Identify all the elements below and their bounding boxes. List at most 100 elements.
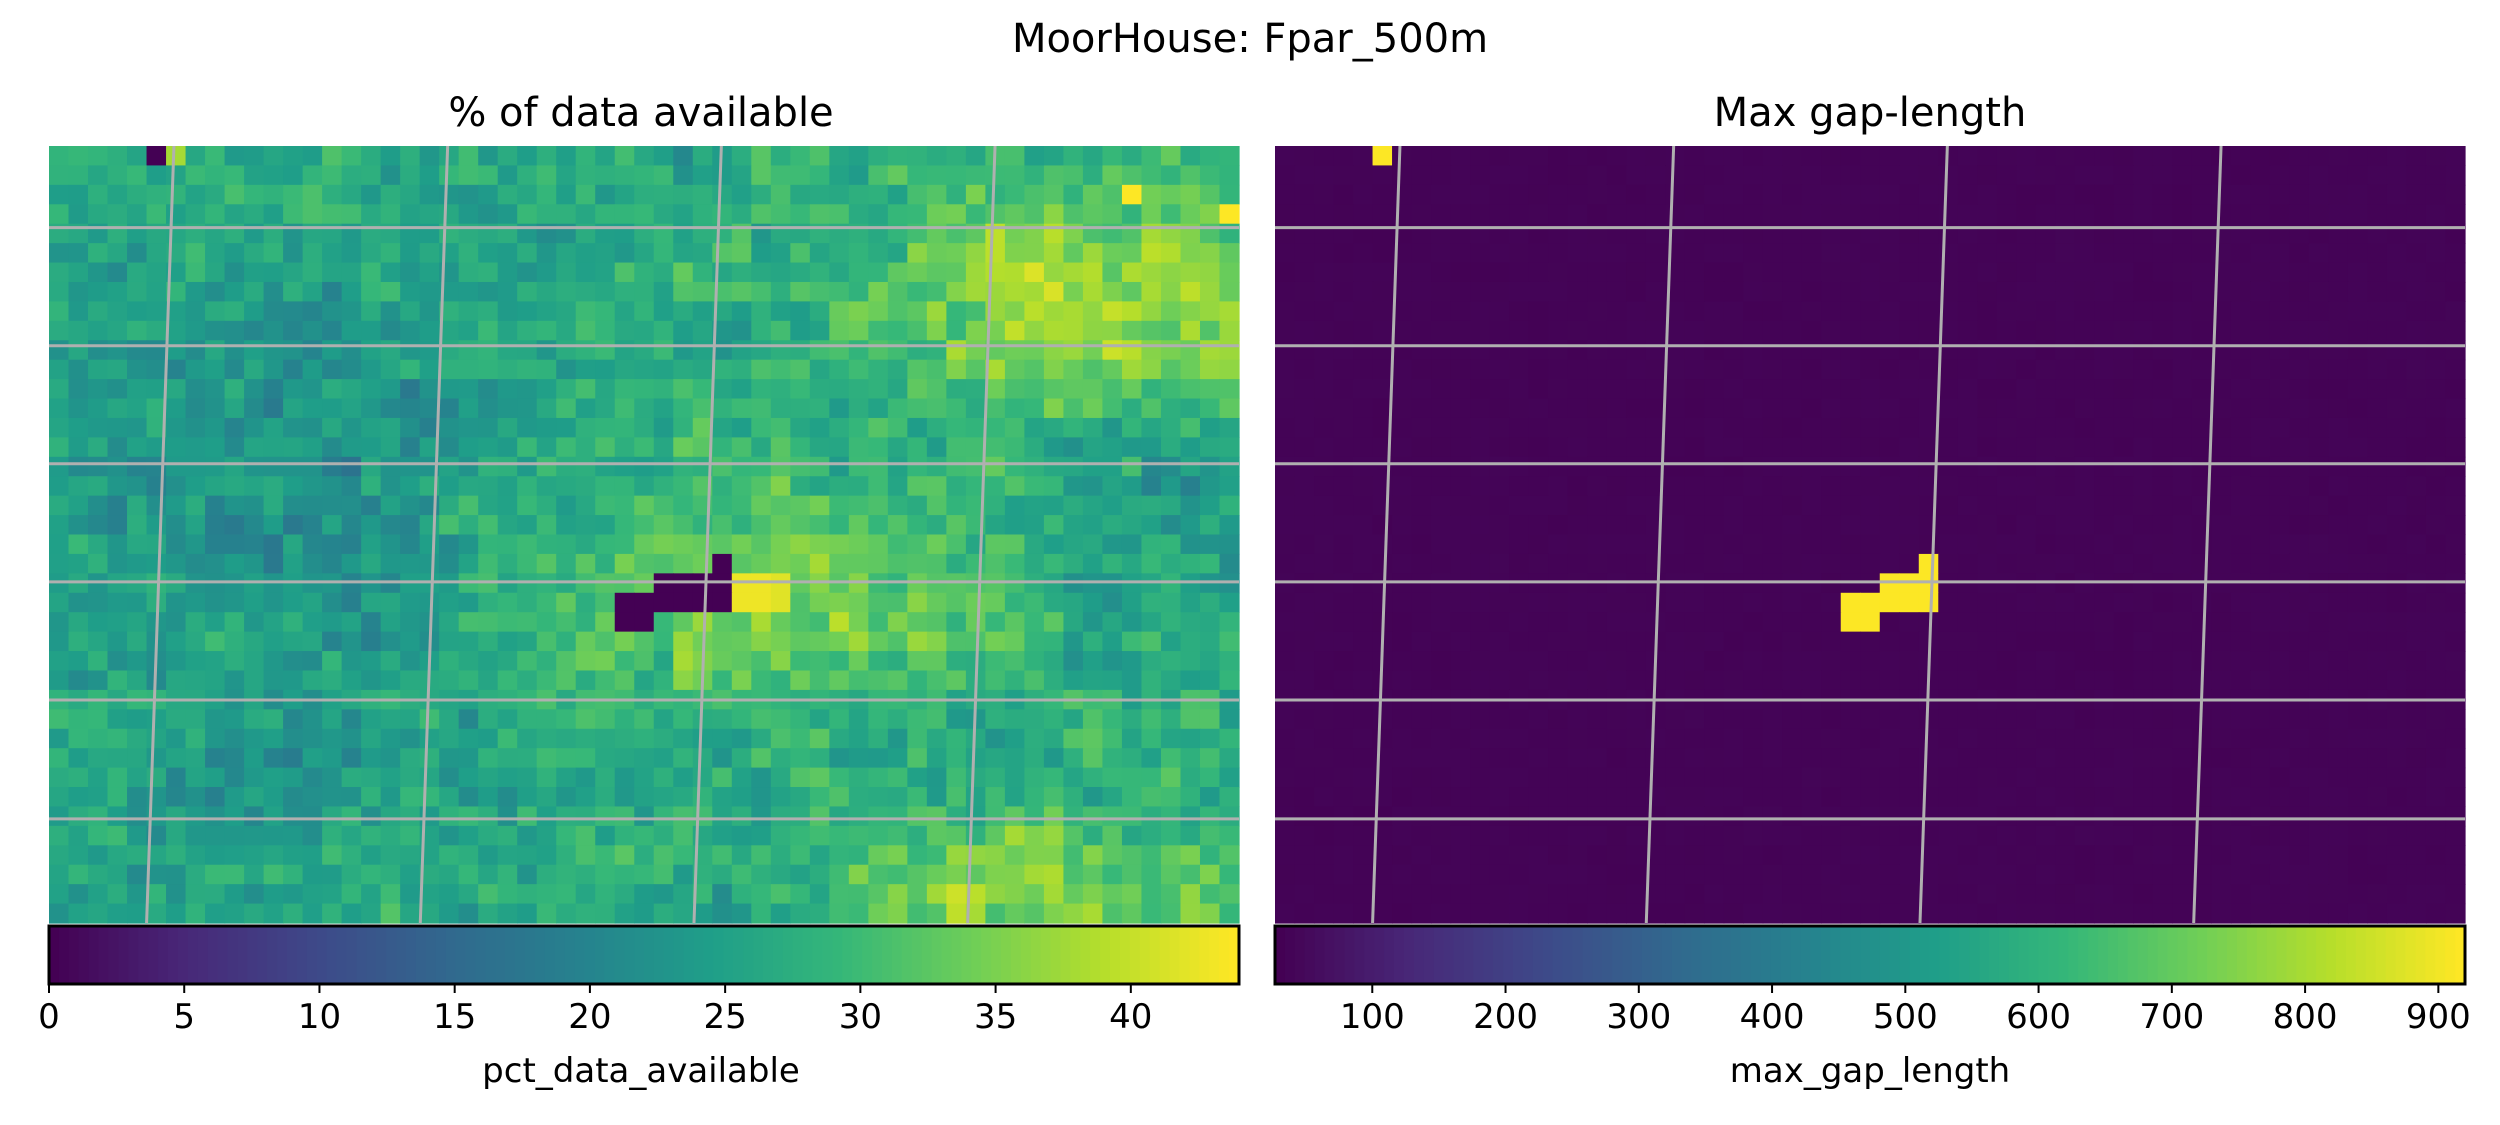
heatmap-cell [946,864,967,885]
heatmap-cell [770,592,791,613]
heatmap-cell [985,903,1006,924]
heatmap-cell [2172,748,2193,769]
heatmap-cell [1879,495,1900,516]
heatmap-cell [400,476,421,497]
heatmap-cell [283,359,304,380]
colorbar-segment [1110,926,1121,984]
heatmap-cell [1743,165,1764,186]
heatmap-cell [1587,165,1608,186]
heatmap-cell [1199,553,1221,574]
heatmap-cell [2211,320,2232,341]
heatmap-cell [1977,146,1998,167]
heatmap-cell [1509,320,1530,341]
heatmap-cell [1957,651,1978,672]
heatmap-cell [2289,728,2310,749]
heatmap-cell [2269,845,2291,866]
heatmap-cell [2035,437,2056,458]
heatmap-cell [1004,612,1026,633]
heatmap-cell [302,864,323,885]
heatmap-cell [1704,515,1725,536]
heatmap-cell [1626,864,1647,885]
heatmap-cell [926,825,947,846]
heatmap-cell [556,398,577,419]
heatmap-cell [1606,592,1627,613]
heatmap-cell [166,845,187,866]
heatmap-cell [361,359,382,380]
heatmap-cell [809,845,830,866]
heatmap-cell [88,184,109,205]
heatmap-cell [770,787,791,808]
heatmap-cell [634,728,655,749]
heatmap-cell [2211,806,2232,827]
heatmap-cell [1470,884,1491,905]
heatmap-cell [419,320,440,341]
heatmap-cell [751,592,772,613]
heatmap-cell [2347,476,2369,497]
heatmap-cell [1431,670,1452,691]
heatmap-cell [1782,243,1803,264]
heatmap-cell [1489,262,1510,283]
heatmap-cell [2250,864,2271,885]
heatmap-cell [1801,631,1822,652]
heatmap-cell [341,553,362,574]
heatmap-cell [1548,612,1569,633]
heatmap-cell [1860,204,1881,225]
heatmap-cell [2191,825,2212,846]
heatmap-cell [731,456,752,477]
heatmap-cell [1063,709,1084,730]
heatmap-cell [2074,165,2095,186]
heatmap-cell [2172,612,2193,633]
heatmap-cell [2425,767,2447,788]
heatmap-cell [1840,592,1861,613]
heatmap-cell [2269,281,2291,303]
heatmap-cell [1704,456,1725,477]
heatmap-cell [1528,651,1549,672]
heatmap-cell [2152,884,2173,905]
heatmap-cell [1372,903,1393,924]
heatmap-cell [2347,379,2369,400]
heatmap-cell [49,592,70,613]
heatmap-cell [2191,534,2212,555]
heatmap-cell [809,515,830,536]
heatmap-cell [1450,748,1471,769]
heatmap-cell [1860,243,1881,264]
heatmap-cell [575,340,596,361]
heatmap-cell [1450,864,1471,885]
heatmap-cell [1723,184,1744,205]
heatmap-cell [1199,379,1221,400]
heatmap-cell [1957,806,1978,827]
heatmap-cell [556,320,577,341]
heatmap-cell [790,806,811,827]
heatmap-cell [673,398,694,419]
heatmap-cell [2035,845,2056,866]
heatmap-cell [2367,670,2388,691]
heatmap-cell [1840,612,1861,633]
heatmap-cell [497,204,518,225]
heatmap-cell [2289,437,2310,458]
heatmap-cell [1353,301,1374,322]
heatmap-cell [1626,515,1647,536]
heatmap-cell [1801,476,1822,497]
heatmap-cell [829,748,850,769]
heatmap-cell [244,301,265,322]
heatmap-cell [2308,864,2330,885]
heatmap-cell [458,903,479,924]
heatmap-cell [1723,825,1744,846]
heatmap-cell [107,398,128,419]
heatmap-cell [1470,379,1491,400]
heatmap-cell [2074,495,2095,516]
heatmap-cell [68,417,89,438]
heatmap-cell [68,534,89,555]
heatmap-cell [848,806,869,827]
heatmap-cell [1899,165,1920,186]
heatmap-cell [1004,243,1026,264]
heatmap-cell [1024,456,1045,477]
heatmap-cell [1411,437,1432,458]
heatmap-cell [829,709,850,730]
heatmap-cell [400,417,421,438]
heatmap-cell [634,592,655,613]
heatmap-cell [946,243,967,264]
heatmap-cell [88,340,109,361]
heatmap-cell [1918,262,1939,283]
heatmap-cell [887,787,908,808]
